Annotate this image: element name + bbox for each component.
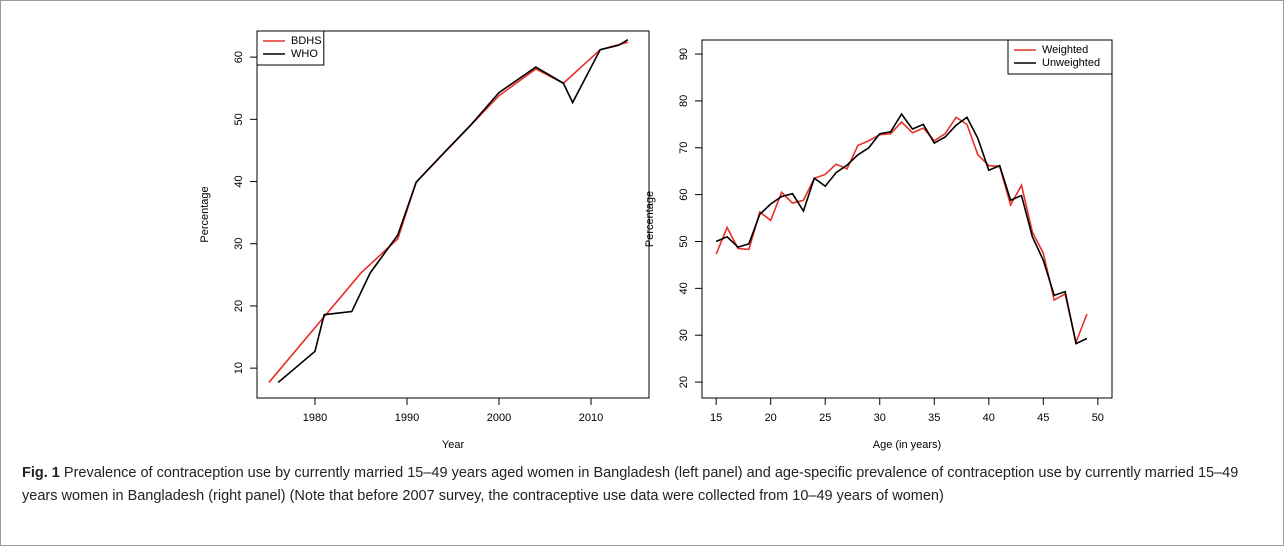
legend-label: Weighted: [1042, 44, 1088, 56]
charts: 1980 1990 2000 2010102030405060YearPercenta…: [199, 30, 1113, 451]
x-tick-label: 45: [1037, 412, 1049, 424]
caption-text: Prevalence of contraception use by curre…: [22, 465, 1239, 504]
y-axis-label: Percentage: [644, 191, 656, 247]
y-tick-label: 50: [678, 235, 690, 247]
x-axis-label: Year: [442, 439, 465, 451]
caption-label: Fig. 1: [22, 465, 60, 481]
x-tick-label: 40: [983, 412, 995, 424]
y-tick-label: 10: [233, 362, 245, 374]
y-tick-label: 40: [678, 282, 690, 294]
y-tick-label: 90: [678, 48, 690, 60]
x-tick-label: 1980: [303, 412, 327, 424]
legend-label: Unweighted: [1042, 57, 1100, 69]
y-tick-label: 20: [233, 300, 245, 312]
series-line: [268, 41, 629, 383]
x-axis-label: Age (in years): [873, 439, 941, 451]
y-tick-label: 80: [678, 95, 690, 107]
x-tick-label: 1990: [395, 412, 419, 424]
y-tick-label: 20: [678, 376, 690, 388]
x-tick-label: 50: [1092, 412, 1104, 424]
x-tick-label: 30: [874, 412, 886, 424]
legend-box: [256, 30, 325, 66]
x-tick-label: 2010: [579, 412, 603, 424]
y-tick-label: 30: [233, 238, 245, 250]
y-tick-label: 60: [233, 51, 245, 63]
x-tick-label: 15: [710, 412, 722, 424]
legend-box: [1007, 39, 1113, 75]
y-tick-label: 30: [678, 329, 690, 341]
plot-box: [256, 30, 650, 399]
x-tick-label: 35: [928, 412, 940, 424]
x-tick-label: 2000: [487, 412, 511, 424]
y-tick-label: 40: [233, 175, 245, 187]
y-tick-label: 60: [678, 189, 690, 201]
x-tick-label: 20: [765, 412, 777, 424]
y-tick-label: 70: [678, 142, 690, 154]
series-line: [277, 39, 629, 384]
series-line: [715, 116, 1088, 345]
series-line: [715, 112, 1088, 345]
legend-label: BDHS: [291, 35, 322, 47]
y-axis-label: Percentage: [199, 186, 211, 242]
caption: Fig. 1 Prevalence of contraception use b…: [22, 462, 1267, 508]
legend-label: WHO: [291, 48, 318, 60]
y-tick-label: 50: [233, 113, 245, 125]
plot-box: [701, 39, 1113, 399]
x-tick-label: 25: [819, 412, 831, 424]
